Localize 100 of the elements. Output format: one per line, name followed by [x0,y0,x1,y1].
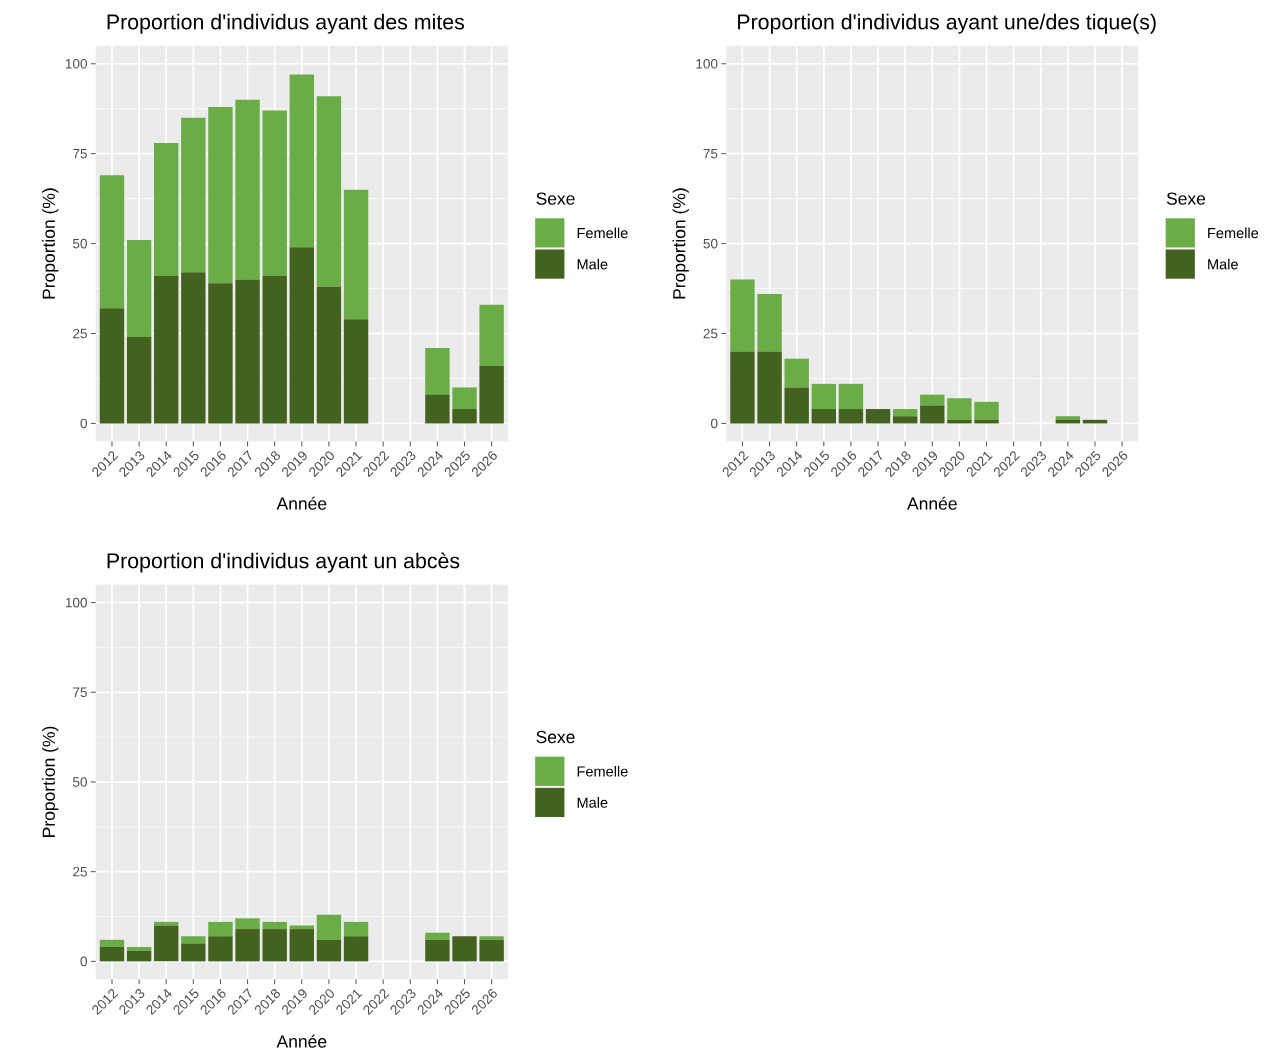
bar [208,936,233,962]
bar [208,282,233,424]
y-tick-label: 75 [73,687,87,697]
y-tick-label: 75 [703,148,718,159]
y-axis-title: Proportion (%) [672,188,689,299]
y-tick-label: 100 [65,58,88,69]
bar [316,914,342,940]
legend-label: Femelle [577,227,628,238]
y-tick-label: 50 [703,238,718,249]
bar [479,365,504,424]
chart-title: Proportion d'individus ayant des mites [107,13,465,34]
chart-title: Proportion d'individus ayant un abcès [107,552,460,573]
bar [262,110,287,276]
bar [235,928,260,962]
bar [316,939,342,962]
legend-title: Sexe [536,192,575,205]
bar [757,351,782,424]
bar [99,946,125,962]
bar [947,398,972,420]
bar [181,943,206,962]
bar [181,936,206,944]
bar [208,921,233,937]
bar [974,401,999,420]
bar [99,175,125,309]
bar [289,925,315,929]
bar [262,921,287,929]
bar [343,189,369,319]
bar [235,99,260,280]
bar [730,351,755,424]
bar [838,383,864,409]
bar [838,408,864,424]
legend-label: Femelle [1208,227,1259,238]
x-axis-title: Année [276,1034,327,1048]
bar [289,74,315,247]
legend-title: Sexe [1166,192,1206,205]
legend-label: Male [577,796,608,808]
legend-label: Male [577,258,608,270]
bar [452,936,477,962]
bar [425,394,450,424]
y-tick-label: 25 [703,328,718,339]
bar [452,387,477,409]
bar [126,950,152,962]
bar [811,408,837,424]
y-tick-label: 75 [73,148,87,159]
bar [1055,416,1081,420]
bar [235,918,260,929]
bar [262,928,287,962]
bar [425,932,450,940]
bar [126,946,152,951]
y-tick-label: 0 [80,956,88,966]
y-tick-label: 25 [73,328,87,339]
bar [784,387,809,424]
bar [126,239,152,337]
bar [479,936,504,940]
y-tick-label: 50 [72,776,88,787]
bar [289,246,315,424]
bar [730,279,755,352]
x-axis-title: Année [276,496,327,510]
bar [316,286,342,424]
bar [920,405,945,424]
y-tick-label: 50 [72,238,88,249]
bar [452,408,477,424]
bar [289,928,315,962]
bar [343,921,369,937]
y-axis-title: Proportion (%) [42,726,59,837]
bar [811,383,837,409]
bar [479,939,504,962]
y-tick-label: 100 [65,597,88,608]
bar [920,394,945,406]
bar [99,939,125,947]
bar [343,318,369,424]
bar [181,272,206,424]
bar [181,117,206,273]
bar [757,293,782,352]
bar [425,939,450,962]
legend-label: Femelle [577,765,628,777]
legend-label: Male [1208,258,1238,270]
chart-title: Proportion d'individus ayant une/des tique(s) [738,13,1156,34]
bar [865,408,891,424]
bar [784,358,809,388]
bar [235,279,260,424]
x-axis-title: Année [907,496,957,510]
bar [316,95,342,287]
y-tick-label: 0 [80,418,88,428]
y-axis-title: Proportion (%) [42,188,59,299]
bar [262,275,287,424]
y-tick-label: 100 [696,58,718,69]
bar [892,416,918,424]
bar [154,275,179,424]
bar [479,304,504,366]
bar [208,106,233,283]
bar [154,925,179,962]
bar [99,308,125,424]
bar [892,408,918,416]
y-tick-label: 25 [73,866,87,877]
bar [126,336,152,424]
y-tick-label: 0 [710,418,718,428]
bar [343,936,369,962]
bar [425,347,450,395]
bar [154,142,179,276]
